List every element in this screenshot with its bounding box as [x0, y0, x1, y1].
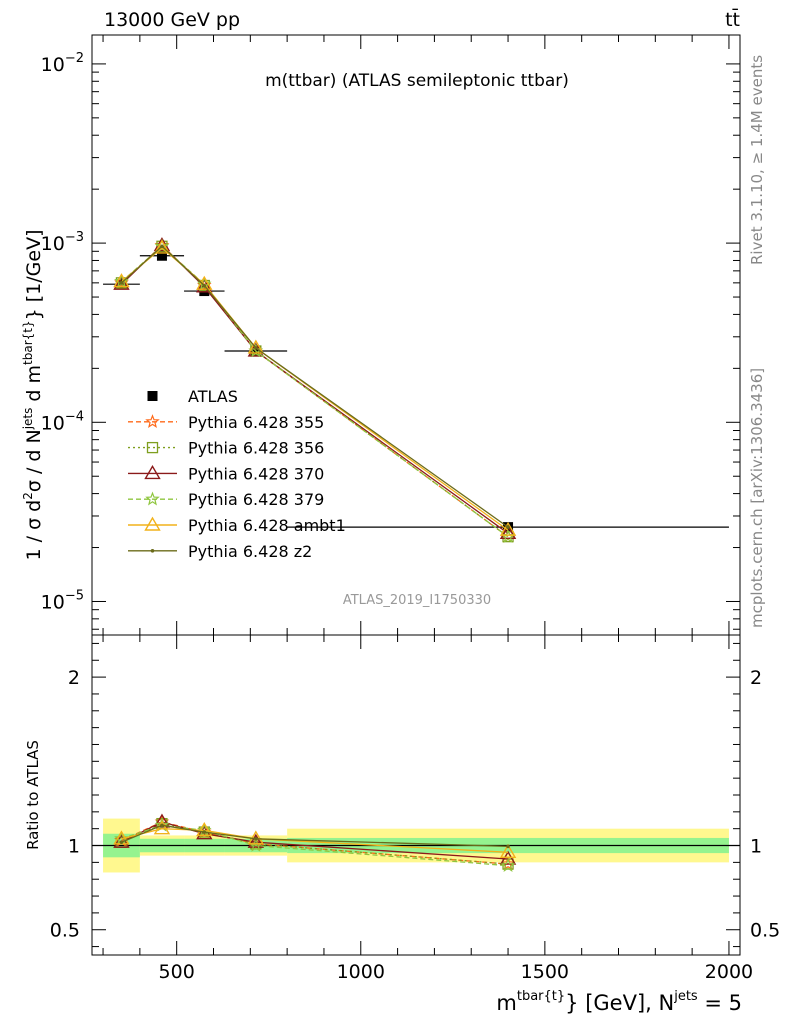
process-label: tt̄	[725, 7, 740, 31]
legend-label: Pythia 6.428 370	[188, 464, 324, 483]
series-370-point	[196, 278, 213, 293]
mcplots-label: mcplots.cern.ch [arXiv:1306.3436]	[748, 368, 766, 628]
series-z2-ratio-point	[119, 840, 124, 844]
series-ambt1-point	[247, 339, 265, 354]
plot-title: m(ttbar) (ATLAS semileptonic ttbar)	[265, 71, 569, 91]
x-tick-label: 1500	[521, 961, 569, 983]
series-z2-main	[119, 244, 510, 529]
ratio-plot-frame	[91, 634, 741, 956]
series-370-point	[499, 524, 517, 540]
ratio-y-tick-label-right: 2	[750, 667, 762, 689]
x-tick-label: 2000	[705, 961, 753, 983]
series-ambt1-ratio-point	[153, 820, 171, 835]
legend-label: Pythia 6.428 z2	[188, 542, 312, 561]
main-y-axis-label: 1 / σ d2σ / d Njets d mtbar{t}} [1/GeV]	[21, 230, 45, 561]
series-379-ratio-point	[500, 858, 516, 872]
ratio-plot-panel: 500 1000 1500 2000 0.5 0.5 1 1 2 2 Ratio to ATLAS	[24, 634, 780, 983]
series-z2-point	[254, 346, 258, 350]
legend-marker	[145, 491, 160, 506]
analysis-id-label: ATLAS_2019_I1750330	[343, 593, 491, 608]
x-tick-label: 500	[159, 961, 195, 983]
legend-marker-data	[147, 391, 158, 401]
legend-marker	[146, 441, 159, 454]
series-z2-ratio-point	[506, 844, 510, 849]
series-ambt1-ratio-point	[499, 843, 517, 858]
series-ambt1-ratio-point	[196, 821, 213, 837]
series-370-ratio-point	[499, 850, 517, 865]
ratio-y-axis-label: Ratio to ATLAS	[24, 740, 42, 850]
legend-label: Pythia 6.428 355	[188, 413, 324, 432]
main-plot-panel: 10−5 10−4 10−3 10−2 m(ttbar) (ATLAS semilep…	[21, 34, 741, 636]
data-point	[156, 250, 167, 261]
legend-marker	[144, 465, 161, 480]
legend-item: Pythia 6.428 370	[128, 464, 324, 483]
ratio-y-tick-label-right: 1	[750, 836, 762, 858]
legend-item: Pythia 6.428 z2	[128, 542, 312, 561]
legend: ATLAS Pythia 6.428 355 Pythia 6.428 356 Pyt…	[128, 387, 346, 561]
svg-text:1 / σ d2σ / d Njets d mtbar{t}: 1 / σ d2σ / d Njets d mtbar{t}} [1/GeV]	[21, 230, 45, 561]
series-z2-ratio-point	[160, 823, 164, 828]
series-z2-ratio	[119, 823, 510, 849]
y-tick-label: 10−3	[41, 230, 84, 255]
svg-text:mtbar{t}} [GeV], Njets = 5: mtbar{t}} [GeV], Njets = 5	[496, 989, 742, 1015]
series-z2-point	[160, 244, 164, 249]
y-tick-label: 10−4	[41, 409, 84, 434]
y-tick-label: 10−2	[41, 51, 84, 76]
legend-label: Pythia 6.428 ambt1	[188, 516, 346, 535]
series-370-ratio-point	[247, 833, 265, 848]
legend-marker	[150, 549, 155, 553]
series-z2-point	[202, 283, 207, 288]
series-z2-point	[506, 525, 510, 529]
y-tick-label: 10−5	[41, 588, 84, 613]
ratio-y-tick-label: 2	[68, 667, 80, 689]
rivet-version-label: Rivet 3.1.10, ≥ 1.4M events	[748, 55, 766, 265]
series-ambt1-point	[153, 239, 171, 254]
series-ambt1-point	[196, 275, 213, 290]
legend-item: Pythia 6.428 379	[128, 490, 324, 509]
series-z2-ratio-point	[254, 836, 258, 841]
series-370-point	[113, 275, 130, 290]
series-379-ratio-point	[154, 817, 170, 832]
x-tick-label: 1000	[337, 961, 385, 983]
energy-label: 13000 GeV pp	[104, 9, 240, 31]
legend-label: Pythia 6.428 356	[188, 439, 324, 458]
series-z2-point	[119, 281, 124, 285]
legend-item: Pythia 6.428 356	[128, 439, 324, 458]
legend-marker	[145, 414, 160, 429]
legend-item: Pythia 6.428 ambt1	[128, 516, 346, 535]
legend-item: Pythia 6.428 355	[128, 413, 324, 432]
legend-label: Pythia 6.428 379	[188, 490, 324, 509]
legend-marker	[144, 516, 161, 531]
series-379-ratio-line	[121, 824, 509, 867]
ratio-y-tick-label: 1	[68, 836, 80, 858]
legend-label-data: ATLAS	[188, 387, 238, 406]
ratio-y-tick-label-right: 0.5	[750, 920, 780, 942]
legend-item-data	[147, 391, 158, 401]
series-379-point	[154, 238, 170, 253]
series-z2-line	[121, 245, 509, 528]
ratio-y-tick-label: 0.5	[50, 920, 80, 942]
series-z2-ratio-point	[202, 830, 207, 834]
series-ambt1-point	[499, 521, 517, 536]
x-axis-label: mtbar{t}} [GeV], Njets = 5	[496, 989, 742, 1015]
